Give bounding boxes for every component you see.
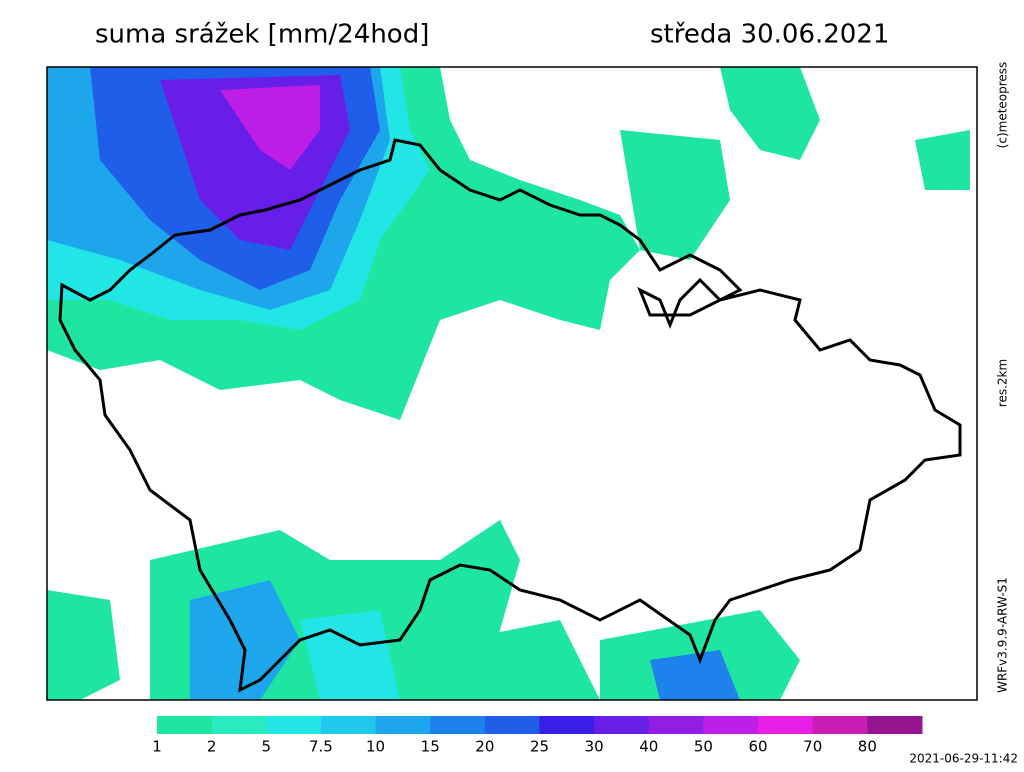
rain-area [47, 590, 120, 700]
colorbar-label: 2 [207, 738, 217, 756]
colorbar-label: 50 [694, 738, 713, 756]
side-label: WRFv3.9.9-ARW-S1 [996, 577, 1010, 693]
colorbar-label: 10 [366, 738, 385, 756]
colorbar-label: 1 [152, 738, 162, 756]
colorbar-swatch [539, 716, 595, 734]
colorbar-swatch [703, 716, 759, 734]
colorbar-label: 20 [475, 738, 494, 756]
map-frame [46, 66, 978, 701]
colorbar-swatch [758, 716, 814, 734]
colorbar-label: 80 [858, 738, 877, 756]
colorbar: 1 2 5 7.5 10 15 20 25 30 40 50 60 70 80 [152, 716, 923, 756]
colorbar-swatch [211, 716, 267, 734]
title: suma srážek [mm/24hod] [95, 20, 429, 50]
colorbar-swatch [812, 716, 868, 734]
colorbar-swatch [157, 716, 213, 734]
colorbar-swatch [430, 716, 486, 734]
colorbar-label: 25 [530, 738, 549, 756]
date: středa 30.06.2021 [650, 20, 889, 50]
colorbar-swatch [867, 716, 923, 734]
rain-area [220, 85, 320, 170]
colorbar-label: 7.5 [309, 738, 333, 756]
side-label: res.2km [996, 359, 1010, 407]
rain-area [650, 650, 740, 700]
rain-area [460, 620, 600, 700]
country-border [58, 138, 962, 693]
colorbar-swatch [648, 716, 704, 734]
side-label: (c)meteopress [996, 62, 1010, 149]
colorbar-swatch [375, 716, 431, 734]
colorbar-swatch [320, 716, 377, 734]
colorbar-swatch [266, 716, 322, 734]
rain-area [915, 130, 970, 190]
map [46, 66, 978, 701]
colorbar-label: 30 [585, 738, 604, 756]
side-labels: (c)meteopress res.2km WRFv3.9.9-ARW-S1 [996, 62, 1010, 693]
colorbar-swatch [484, 716, 540, 734]
colorbar-label: 5 [262, 738, 272, 756]
rain-area [190, 580, 300, 700]
colorbar-swatch [594, 716, 650, 734]
rain-area [720, 67, 820, 160]
timestamp: 2021-06-29-11:42 [909, 752, 1018, 766]
precipitation [47, 67, 970, 700]
colorbar-label: 70 [803, 738, 822, 756]
colorbar-label: 60 [749, 738, 768, 756]
colorbar-label: 40 [639, 738, 658, 756]
rain-area [620, 130, 730, 260]
colorbar-label: 15 [421, 738, 440, 756]
